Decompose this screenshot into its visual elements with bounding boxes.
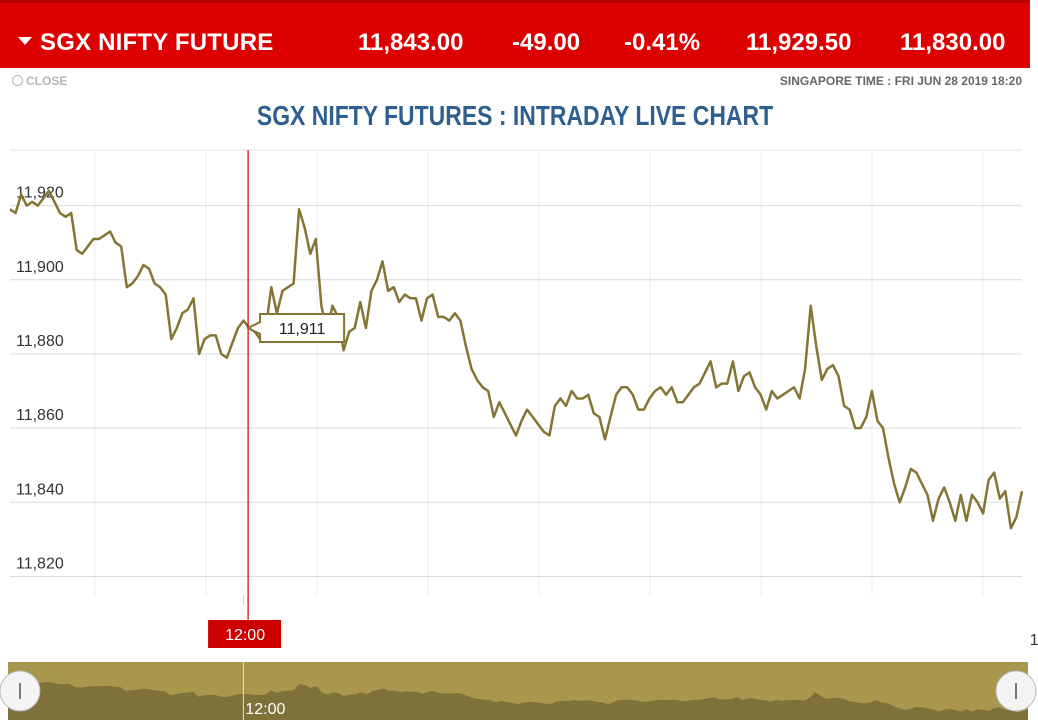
caret-down-icon bbox=[18, 36, 32, 45]
y-tick-label: 11,880 bbox=[16, 333, 64, 350]
ticker-bar: SGX NIFTY FUTURE 11,843.00 -49.00 -0.41%… bbox=[0, 0, 1030, 68]
y-tick-label: 11,900 bbox=[16, 259, 64, 276]
crosshair-time-box bbox=[208, 620, 282, 648]
close-button[interactable]: CLOSE bbox=[12, 74, 67, 88]
ticker-change: -49.00 bbox=[512, 29, 581, 56]
y-tick-label: 11,840 bbox=[16, 481, 64, 498]
ticker-high: 11,929.50 bbox=[746, 29, 852, 56]
x-tick-label: 15:00 bbox=[1030, 632, 1038, 649]
singapore-time: SINGAPORE TIME : FRI JUN 28 2019 18:20 bbox=[779, 74, 1022, 88]
y-tick-label: 11,820 bbox=[16, 555, 64, 572]
price-series-line bbox=[9, 189, 1024, 530]
chart-title: SGX NIFTY FUTURES : INTRADAY LIVE CHART bbox=[256, 100, 774, 131]
sub-bar: CLOSE SINGAPORE TIME : FRI JUN 28 2019 1… bbox=[0, 72, 1030, 90]
navigator-area bbox=[8, 682, 1028, 720]
ticker-price: 11,843.00 bbox=[358, 29, 464, 56]
close-circle-icon bbox=[12, 75, 23, 86]
crosshair-time-label: 12:00 bbox=[225, 627, 265, 644]
navigator-label: 12:00 bbox=[245, 701, 285, 718]
tooltip-value: 11,911 bbox=[279, 321, 326, 338]
chart-grid bbox=[10, 149, 1022, 595]
navigator[interactable]: 12:0015:0018:00 bbox=[0, 662, 1038, 720]
ticker-name[interactable]: SGX NIFTY FUTURE bbox=[18, 29, 273, 57]
tooltip-box bbox=[245, 313, 346, 343]
x-axis-labels: 12:0015:0018:00 bbox=[224, 595, 1038, 649]
y-tick-label: 11,860 bbox=[16, 407, 64, 424]
crosshair: 11,911 12:00 bbox=[208, 150, 346, 648]
ticker-low: 11,830.00 bbox=[900, 29, 1006, 56]
ticker-change-percent: -0.41% bbox=[624, 29, 701, 56]
